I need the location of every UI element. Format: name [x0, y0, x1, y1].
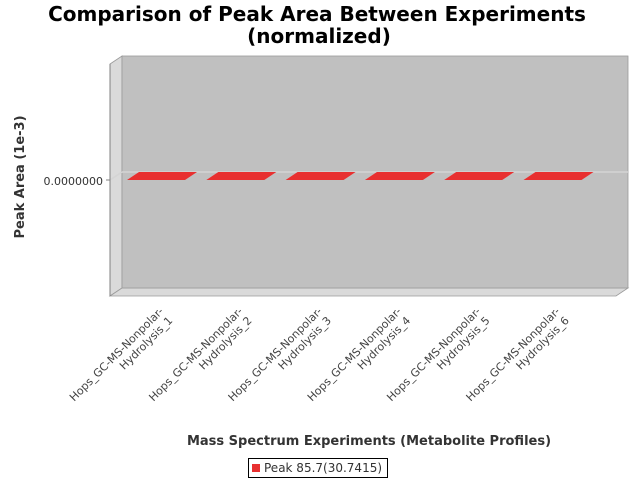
legend-label: Peak 85.7(30.7415): [264, 461, 383, 475]
x-tick-labels: Hops_GC-MS-Nonpolar-Hydrolysis_1Hops_GC-…: [67, 305, 572, 404]
legend: Peak 85.7(30.7415): [248, 458, 389, 478]
legend-swatch-icon: [252, 464, 260, 472]
bar-6: [523, 172, 594, 180]
bar-1: [127, 172, 197, 180]
bar-2: [206, 172, 277, 180]
y-axis: 0.0000000 Peak Area (1e-3): [13, 64, 111, 296]
y-tick-label: 0.0000000: [44, 175, 104, 188]
chart-title-line-1: Comparison of Peak Area Between Experime…: [48, 2, 586, 26]
zero-baseline-depth: [109, 171, 123, 181]
chart-title-line-2: (normalized): [247, 24, 391, 48]
bar-5: [444, 172, 515, 180]
x-axis-title: Mass Spectrum Experiments (Metabolite Pr…: [187, 434, 551, 449]
bar-4: [364, 172, 435, 180]
bar-3: [285, 172, 356, 180]
y-axis-title: Peak Area (1e-3): [13, 115, 28, 238]
plot-3d-floor: [108, 287, 630, 297]
bars-layer: [127, 172, 594, 180]
